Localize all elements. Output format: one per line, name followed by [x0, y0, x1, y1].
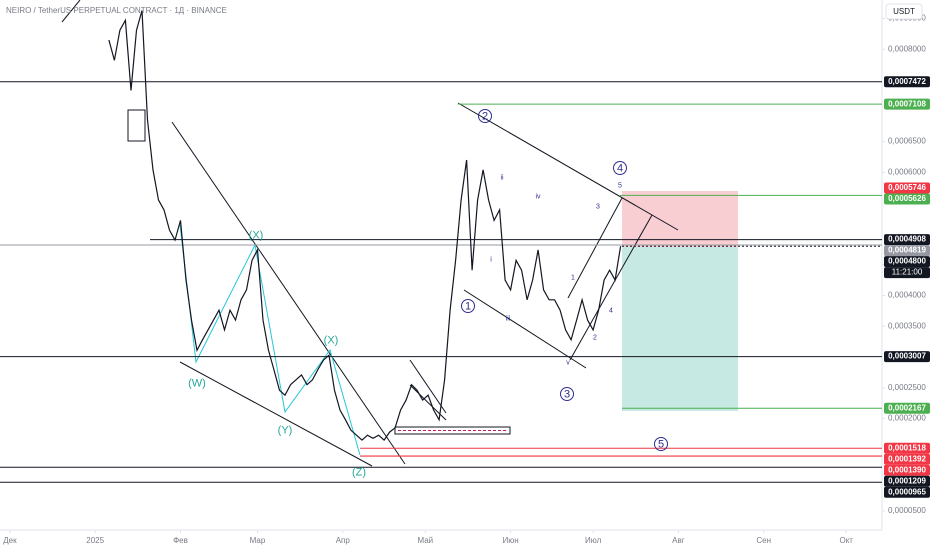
- wave-path: [179, 224, 361, 456]
- wave-label: (X): [249, 229, 264, 241]
- x-tick-label: Мар: [250, 536, 266, 545]
- y-tick-label: 0,0000500: [888, 506, 926, 515]
- price-label: 0,0002167: [888, 403, 926, 412]
- wave-label: i: [490, 256, 492, 263]
- price-axis: 0,00085000,00080000,00065000,00060000,00…: [3, 14, 930, 545]
- trendline: [463, 289, 587, 369]
- wave-label: (Y): [278, 424, 293, 436]
- trendline: [171, 121, 406, 465]
- wave-label: v: [566, 359, 570, 366]
- wave-circle: [560, 387, 574, 401]
- price-label-box: [884, 464, 930, 476]
- x-tick-label: Июл: [585, 536, 602, 545]
- price-label: 0,0004908: [888, 235, 926, 244]
- levels: [0, 81, 882, 483]
- price-label-box: [884, 98, 930, 110]
- wave-label: (W): [188, 377, 206, 389]
- y-tick-label: 0,0008000: [888, 44, 926, 53]
- price-label: 0,0001392: [888, 454, 926, 463]
- wave-label: 1: [465, 300, 471, 312]
- target-zone: [622, 247, 738, 411]
- price-label-box: [884, 182, 930, 194]
- price-label: 0,0001209: [888, 476, 926, 485]
- price-label: 0,0004819: [888, 246, 926, 255]
- trendline: [567, 197, 623, 299]
- y-tick-label: 0,0002000: [888, 414, 926, 423]
- x-tick-label: Фев: [173, 536, 188, 545]
- price-label-box: [884, 234, 930, 246]
- price-label-box: [884, 453, 930, 465]
- currency-label[interactable]: USDT: [893, 7, 915, 16]
- x-tick-label: Июн: [503, 536, 519, 545]
- price-label: 0,0007108: [888, 99, 926, 108]
- box: [127, 109, 146, 142]
- trendline: [179, 361, 373, 467]
- currency-button[interactable]: [885, 3, 923, 20]
- wave-label: iv: [535, 193, 541, 200]
- wave-label: 4: [617, 162, 623, 174]
- y-tick-label: 0,0006000: [888, 167, 926, 176]
- price-label: 0,0004800: [888, 257, 926, 266]
- y-tick-label: 0,0002500: [888, 383, 926, 392]
- price-label: 0,0005746: [888, 183, 926, 192]
- wave-circle: [654, 437, 668, 451]
- x-tick-label: Окт: [839, 536, 853, 545]
- wave-label: 2: [593, 334, 597, 341]
- y-tick-label: 0,0004000: [888, 291, 926, 300]
- price-label: 0,0001390: [888, 465, 926, 474]
- price-label-box: [884, 245, 930, 257]
- box: [394, 426, 511, 435]
- x-tick-label: 2025: [86, 536, 104, 545]
- wave-circle: [613, 161, 627, 175]
- wave-label: 5: [618, 182, 622, 189]
- trendline: [61, 0, 81, 23]
- trendline: [409, 359, 447, 414]
- stop-zone: [622, 191, 738, 247]
- wave-label: 2: [482, 110, 488, 122]
- price-label-box: [884, 351, 930, 363]
- y-tick-label: 0,0006500: [888, 137, 926, 146]
- price-label: 0,0005626: [888, 194, 926, 203]
- wave-label: iii: [506, 315, 511, 322]
- x-tick-label: Апр: [336, 536, 351, 545]
- wave-label: 3: [596, 203, 600, 210]
- x-tick-label: Сен: [756, 536, 771, 545]
- price-label-box: [884, 486, 930, 498]
- trendline: [457, 102, 679, 231]
- price-label-box: [884, 193, 930, 205]
- price-label-box: [884, 442, 930, 454]
- y-tick-label: 0,0003500: [888, 321, 926, 330]
- price-label-box: [884, 402, 930, 414]
- x-tick-label: Авг: [672, 536, 685, 545]
- price-line: [108, 10, 622, 442]
- price-label: 0,0007472: [888, 77, 926, 86]
- wave-label: 4: [609, 307, 613, 314]
- symbol-title: NEIRO / TetherUS PERPETUAL CONTRACT · 1Д…: [6, 6, 227, 15]
- price-label: 0,0000965: [888, 487, 926, 496]
- price-label-box: [884, 76, 930, 88]
- wave-label: (X): [324, 334, 339, 346]
- wave-label: 1: [571, 274, 575, 281]
- x-tick-label: Дек: [3, 536, 17, 545]
- wave-label: ii: [500, 174, 504, 181]
- price-label: 0,0003007: [888, 352, 926, 361]
- wave-label: (Z): [352, 466, 366, 478]
- wave-label: 5: [658, 438, 664, 450]
- countdown: 11:21:00: [892, 268, 923, 277]
- price-label: 0,0001518: [888, 443, 926, 452]
- wave-line: [179, 224, 361, 456]
- countdown-box: [884, 267, 930, 279]
- price-label-box: [884, 256, 930, 268]
- wave-circle: [478, 109, 492, 123]
- x-tick-label: Май: [417, 536, 433, 545]
- wave-circle: [461, 299, 475, 313]
- wave-label: 3: [564, 388, 570, 400]
- price-label-box: [884, 475, 930, 487]
